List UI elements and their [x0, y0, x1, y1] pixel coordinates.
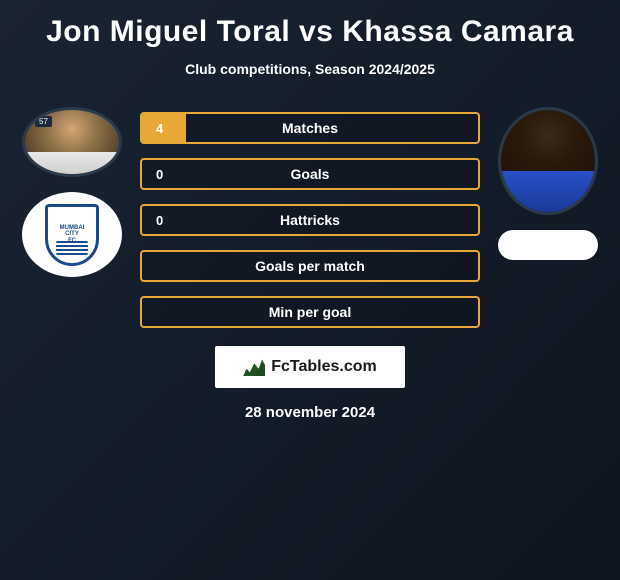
stat-label: Matches	[282, 120, 338, 136]
stat-bar-matches: 4 Matches	[140, 112, 480, 144]
stat-bar-goals-per-match: Goals per match	[140, 250, 480, 282]
chart-icon	[243, 358, 265, 376]
infographic-container: Jon Miguel Toral vs Khassa Camara Club c…	[0, 0, 620, 436]
club-name-line1: MUMBAI	[60, 225, 85, 232]
player1-avatar: 57	[22, 107, 122, 177]
player2-column	[498, 102, 598, 260]
date-text: 28 november 2024	[245, 404, 375, 421]
club-crest-icon: MUMBAI CITY FC	[45, 204, 99, 266]
stat-label: Min per goal	[269, 304, 351, 320]
main-row: 57 MUMBAI CITY FC 4 Matches 0 Goals	[10, 102, 610, 328]
brand-text: FcTables.com	[271, 358, 377, 376]
club-name-line3: FC	[68, 238, 76, 245]
brand-box: FcTables.com	[215, 346, 405, 388]
stats-column: 4 Matches 0 Goals 0 Hattricks Goals per …	[140, 102, 480, 328]
stat-bar-hattricks: 0 Hattricks	[140, 204, 480, 236]
player1-number-badge: 57	[35, 116, 52, 127]
player2-club-badge	[498, 230, 598, 260]
stat-label: Hattricks	[280, 212, 340, 228]
stat-label: Goals	[291, 166, 330, 182]
page-title: Jon Miguel Toral vs Khassa Camara	[46, 15, 574, 49]
subtitle: Club competitions, Season 2024/2025	[185, 61, 435, 77]
player2-avatar	[498, 107, 598, 215]
stat-bar-min-per-goal: Min per goal	[140, 296, 480, 328]
stat-value: 0	[156, 213, 163, 228]
stat-value: 4	[156, 121, 163, 136]
stat-label: Goals per match	[255, 258, 365, 274]
club-name-line2: CITY	[65, 231, 79, 238]
stat-bar-goals: 0 Goals	[140, 158, 480, 190]
stat-value: 0	[156, 167, 163, 182]
player1-column: 57 MUMBAI CITY FC	[22, 102, 122, 277]
player1-club-badge: MUMBAI CITY FC	[22, 192, 122, 277]
stat-fill	[142, 114, 186, 142]
